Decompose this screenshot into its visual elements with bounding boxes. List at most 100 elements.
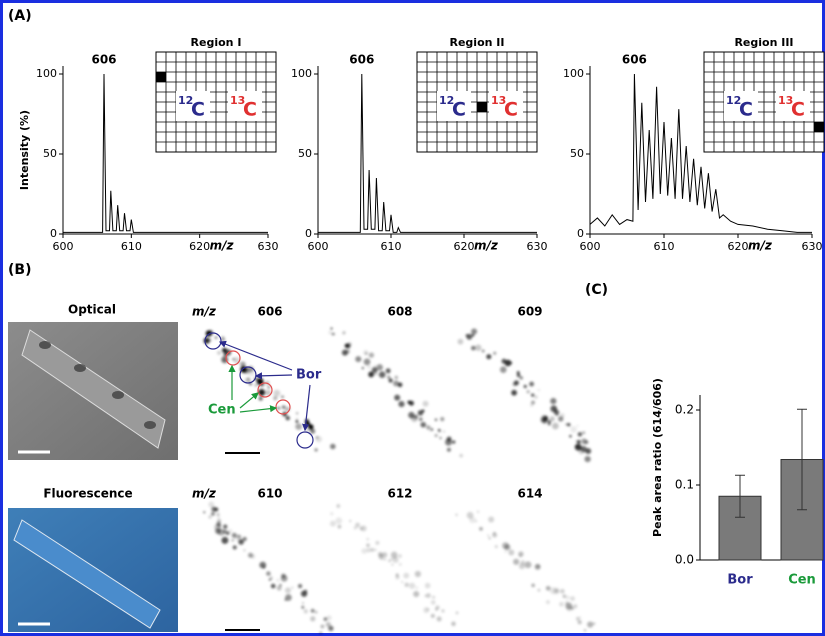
speckle [415,586,419,590]
speckle [374,548,377,552]
speckle [375,540,380,545]
speckle [531,393,535,397]
x-tick-label: 610 [121,240,142,253]
speckle [291,586,294,589]
y-tick-label: 100 [563,67,584,80]
speckle [314,448,318,452]
speckle [526,390,530,394]
speckle [298,584,303,589]
x-tick-label: 620 [454,240,475,253]
speckle [518,563,525,570]
isotope-element: C [191,99,205,121]
speckle [493,531,496,535]
speckle [414,570,422,578]
image-title: Optical [68,303,116,317]
speckle [559,413,565,418]
speckle [394,375,399,380]
speckle [301,601,305,605]
speckle [404,582,409,588]
speckle [310,616,316,622]
speckle [513,558,520,565]
speckle [300,590,308,597]
speckle [430,600,436,605]
speckle [553,407,557,411]
speckle [360,525,367,532]
speckle [537,388,541,392]
isotope-element: C [739,99,753,121]
speckle [207,338,212,343]
speckle [341,349,348,356]
speckle [550,398,557,405]
speckle [577,432,583,437]
speckle [353,526,357,530]
speckle [245,377,251,384]
speckle [355,522,361,528]
ion-image [455,510,596,632]
speckle [500,366,507,373]
speckle [361,367,364,370]
speckle [486,354,492,360]
speckle [475,520,478,523]
speckle [344,343,349,348]
ion-image-title: 609 [517,305,542,319]
speckle [428,426,433,432]
speckle [355,356,362,363]
speckle [545,600,550,605]
speckle [335,517,343,525]
label-bg [437,91,471,121]
speckle [582,431,586,435]
speckle [366,547,372,553]
speckle [494,545,498,549]
isotope-mass: 12 [178,94,193,107]
speckle [442,430,446,433]
x-tick-label: 630 [258,240,279,253]
cell-outline [13,519,161,629]
y-tick-label: 0 [50,227,57,240]
speckle [556,413,559,417]
isotope-element: C [243,99,257,121]
panel-label: (C) [585,282,608,298]
speckle [493,351,497,355]
speckle [217,528,225,536]
speckle [221,536,229,544]
isotope-mass: 13 [230,94,245,107]
speckle [434,433,438,438]
panel-label: (A) [8,8,32,24]
speckle [349,519,352,523]
speckle [424,582,431,589]
charts: 0 50 100 600 610 620 630 m/z Intensity (%) 606 Reg… [18,36,825,588]
speckle [547,420,551,424]
peak-label: 606 [349,53,374,67]
speckle [513,380,519,386]
isotope-mass: 13 [491,94,506,107]
speckle [421,409,425,413]
speckle [267,385,271,389]
speckle [208,515,212,519]
speckle [434,418,438,422]
speckle [534,563,541,570]
speckle [420,421,427,428]
y-axis-label: Intensity (%) [18,110,31,190]
speckle [269,575,273,579]
speckle [363,349,369,356]
speckle [565,595,570,600]
speckle [587,621,594,628]
y-tick-label: 50 [570,147,584,160]
speckle [511,389,517,396]
speckle [502,542,509,550]
x-axis-label: m/z [474,239,499,253]
speckle [232,545,237,550]
speckle [531,583,535,588]
speckle [276,578,280,583]
speckle [559,601,564,607]
x-tick-label: Cen [788,573,816,588]
x-axis-label: m/z [748,239,773,253]
speckle [310,608,315,613]
speckle [331,332,335,336]
speckle [567,423,571,427]
speckle [457,338,464,345]
speckle [583,629,587,632]
speckle [554,588,559,593]
speckle [569,435,572,438]
